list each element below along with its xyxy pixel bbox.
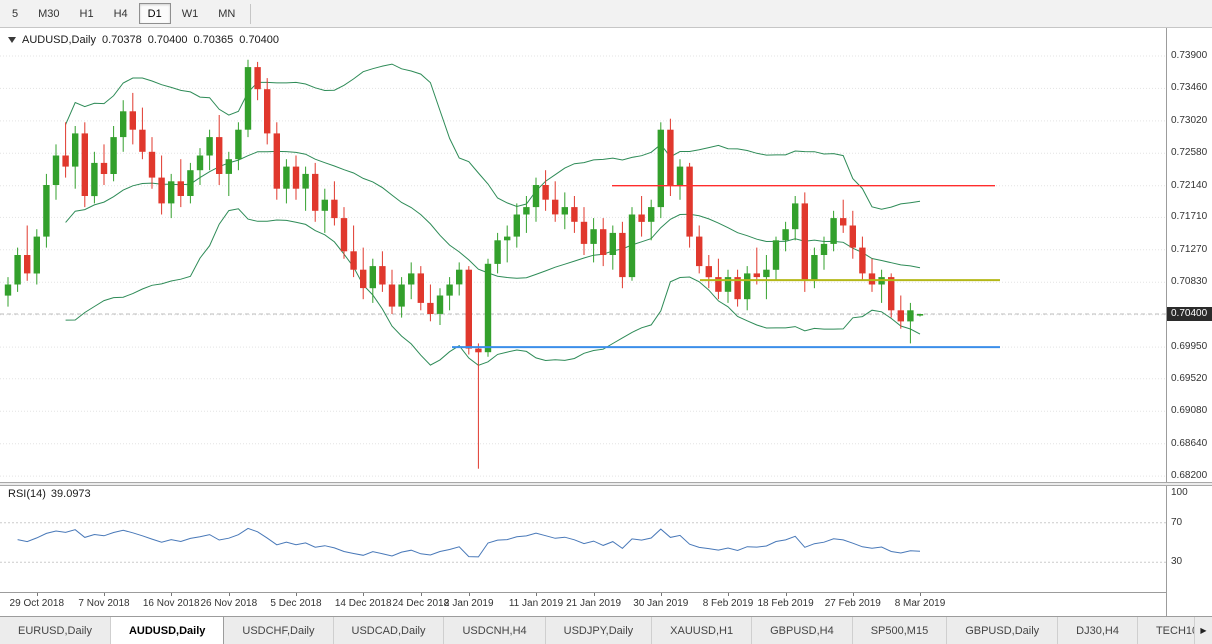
bollinger-middle-band (65, 150, 921, 279)
tab-sp500-m15[interactable]: SP500,M15 (853, 617, 948, 644)
bollinger-lower-band (65, 208, 921, 366)
timeframe-button-w1[interactable]: W1 (181, 7, 199, 20)
price-axis-label: 0.73020 (1171, 114, 1208, 126)
toolbar-separator (250, 3, 252, 24)
chart-marker-icon (8, 37, 16, 43)
rsi-name: RSI(14) (8, 488, 46, 500)
chart-title: AUDUSD,Daily 0.70378 0.70400 0.70365 0.7… (8, 34, 279, 46)
time-axis-tick (852, 593, 854, 596)
time-axis-tick (104, 593, 105, 596)
time-axis-label: 29 Oct 2018 (9, 598, 65, 609)
tab-gbpusd-h4[interactable]: GBPUSD,H4 (752, 617, 853, 644)
timeframe-button-5[interactable]: 5 (12, 7, 19, 20)
timeframe-buttons: 5 M30 H1 H4 D1 W1 MN (2, 3, 245, 24)
price-chart-area[interactable]: AUDUSD,Daily 0.70378 0.70400 0.70365 0.7… (0, 28, 1166, 482)
tab-dj30-h4[interactable]: DJ30,H4 (1058, 617, 1138, 644)
price-axis-label: 0.72140 (1171, 179, 1208, 191)
price-axis-label: 0.71270 (1171, 243, 1208, 255)
timeframe-button-h4[interactable]: H4 (113, 7, 128, 20)
timeframe-button-m30[interactable]: M30 (38, 7, 60, 20)
time-axis-label: 27 Feb 2019 (824, 598, 881, 609)
time-axis-tick (296, 593, 297, 596)
tab-usdcnh-h4[interactable]: USDCNH,H4 (444, 617, 546, 644)
time-axis-tick (660, 593, 662, 596)
time-axis-label: 11 Jan 2019 (508, 598, 564, 609)
rsi-value: 39.0973 (50, 488, 91, 500)
time-axis-tick (171, 593, 173, 596)
time-axis[interactable]: 29 Oct 2018 7 Nov 2018 16 Nov 2018 26 Nov 2… (0, 592, 1166, 616)
price-axis-label: 0.73460 (1171, 82, 1208, 94)
price-axis-label: 0.68200 (1171, 470, 1208, 482)
time-axis-tick (363, 593, 365, 596)
time-axis-label: 18 Feb 2019 (757, 598, 814, 609)
price-axis-label: 0.69080 (1171, 405, 1208, 417)
candles-layer (4, 59, 924, 469)
time-axis-tick (920, 593, 921, 596)
time-axis-label: 8 Mar 2019 (894, 598, 946, 609)
ohlc-low: 0.70365 (193, 34, 234, 46)
price-gridlines (0, 55, 1166, 477)
time-axis-tick (785, 593, 787, 596)
candlestick-chart[interactable] (0, 28, 1166, 482)
ohlc-close: 0.70400 (239, 34, 280, 46)
tab-eurusd-daily[interactable]: EURUSD,Daily (0, 617, 111, 644)
time-axis-label: 14 Dec 2018 (334, 598, 392, 609)
time-axis-tick (36, 593, 38, 596)
rsi-indicator-label: RSI(14) 39.0973 (8, 488, 91, 500)
price-axis-label: 0.68640 (1171, 437, 1208, 449)
tab-usdchf-daily[interactable]: USDCHF,Daily (224, 617, 334, 644)
time-axis-label: 8 Feb 2019 (702, 598, 754, 609)
time-axis-label: 5 Dec 2018 (270, 598, 322, 609)
time-axis-tick (536, 593, 537, 596)
rsi-axis-label: 70 (1171, 516, 1183, 528)
time-axis-tick (593, 593, 595, 596)
current-price-badge: 0.70400 (1167, 306, 1212, 321)
rsi-axis-label: 100 (1171, 486, 1188, 498)
ohlc-open: 0.70378 (101, 34, 142, 46)
time-axis-label: 21 Jan 2019 (566, 598, 622, 609)
chart-symbol-label: AUDUSD,Daily (22, 34, 96, 46)
time-axis-label: 24 Dec 2018 (392, 598, 450, 609)
rsi-indicator-area[interactable]: RSI(14) 39.0973 (0, 486, 1166, 592)
time-axis-label: 7 Nov 2018 (78, 598, 130, 609)
tab-tech100-h1[interactable]: TECH100,H1 (1138, 617, 1194, 644)
tab-usdjpy-daily[interactable]: USDJPY,Daily (546, 617, 653, 644)
timeframe-button-mn[interactable]: MN (218, 7, 236, 20)
timeframe-toolbar: 5 M30 H1 H4 D1 W1 MN (0, 0, 1212, 28)
bollinger-upper-band (65, 63, 921, 210)
time-axis-tick (728, 593, 729, 596)
timeframe-button-d1[interactable]: D1 (138, 3, 171, 24)
tab-xauusd-h1[interactable]: XAUUSD,H1 (652, 617, 753, 644)
chart-tab-list: EURUSD,Daily AUDUSD,Daily USDCHF,Daily USDC… (0, 617, 1194, 644)
tab-usdcad-daily[interactable]: USDCAD,Daily (334, 617, 445, 644)
ohlc-high: 0.70400 (147, 34, 188, 46)
time-axis-tick (228, 593, 230, 596)
panel-splitter[interactable] (0, 482, 1212, 486)
time-axis-label: 26 Nov 2018 (200, 598, 258, 609)
price-axis-label: 0.72580 (1171, 147, 1208, 159)
time-axis-tick (420, 593, 422, 596)
tab-scroll-right-icon[interactable]: ▶ (1194, 617, 1212, 644)
price-axis[interactable]: 0.73900 0.73460 0.73020 0.72580 0.72140 0.717… (1166, 28, 1212, 616)
time-axis-label: 16 Nov 2018 (142, 598, 200, 609)
price-axis-label: 0.69520 (1171, 372, 1208, 384)
tab-gbpusd-daily[interactable]: GBPUSD,Daily (947, 617, 1059, 644)
price-axis-label: 0.71710 (1171, 211, 1208, 223)
rsi-gridlines (0, 522, 1166, 563)
rsi-line (17, 527, 921, 558)
rsi-axis-label: 30 (1171, 556, 1183, 568)
time-axis-tick (468, 593, 470, 596)
tab-audusd-daily[interactable]: AUDUSD,Daily (110, 617, 225, 644)
time-axis-label: 30 Jan 2019 (633, 598, 689, 609)
rsi-chart[interactable] (0, 486, 1166, 592)
price-axis-label: 0.69950 (1171, 341, 1208, 353)
timeframe-button-h1[interactable]: H1 (79, 7, 94, 20)
time-axis-label: 2 Jan 2019 (444, 598, 494, 609)
price-axis-label: 0.70830 (1171, 276, 1208, 288)
chart-tabs-bar: EURUSD,Daily AUDUSD,Daily USDCHF,Daily USDC… (0, 616, 1212, 644)
price-axis-label: 0.73900 (1171, 50, 1208, 61)
